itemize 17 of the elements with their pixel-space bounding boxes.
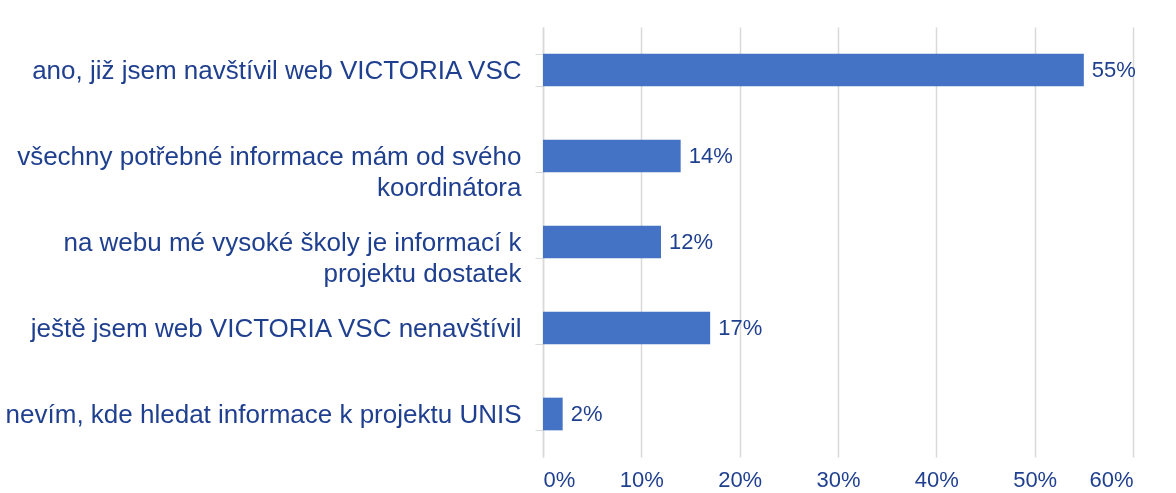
y-tick-label: všechny potřebné informace mám od svého koordinátora <box>17 140 523 202</box>
x-tick-label: 30% <box>816 466 861 492</box>
x-tick-label: 60% <box>1089 466 1134 492</box>
x-tick-label: 0% <box>543 466 576 492</box>
y-tick-label: ještě jsem web VICTORIA VSC nenavštívil <box>29 312 522 343</box>
x-tick-label: 20% <box>718 466 763 492</box>
y-tick-label: nevím, kde hledat informace k projektu UNIS <box>5 398 522 429</box>
x-tick-label: 40% <box>914 466 959 492</box>
data-label: 17% <box>718 315 763 340</box>
data-label: 12% <box>669 229 714 254</box>
data-label: 14% <box>688 143 733 168</box>
data-label: 55% <box>1091 57 1136 82</box>
x-tick-label: 10% <box>619 466 664 492</box>
data-label: 2% <box>570 401 603 426</box>
x-tick-label: 50% <box>1013 466 1058 492</box>
y-tick-label: na webu mé vysoké školy je informací k projektu dostatek <box>63 226 523 288</box>
y-tick-label: ano, již jsem navštívil web VICTORIA VSC <box>32 54 522 85</box>
